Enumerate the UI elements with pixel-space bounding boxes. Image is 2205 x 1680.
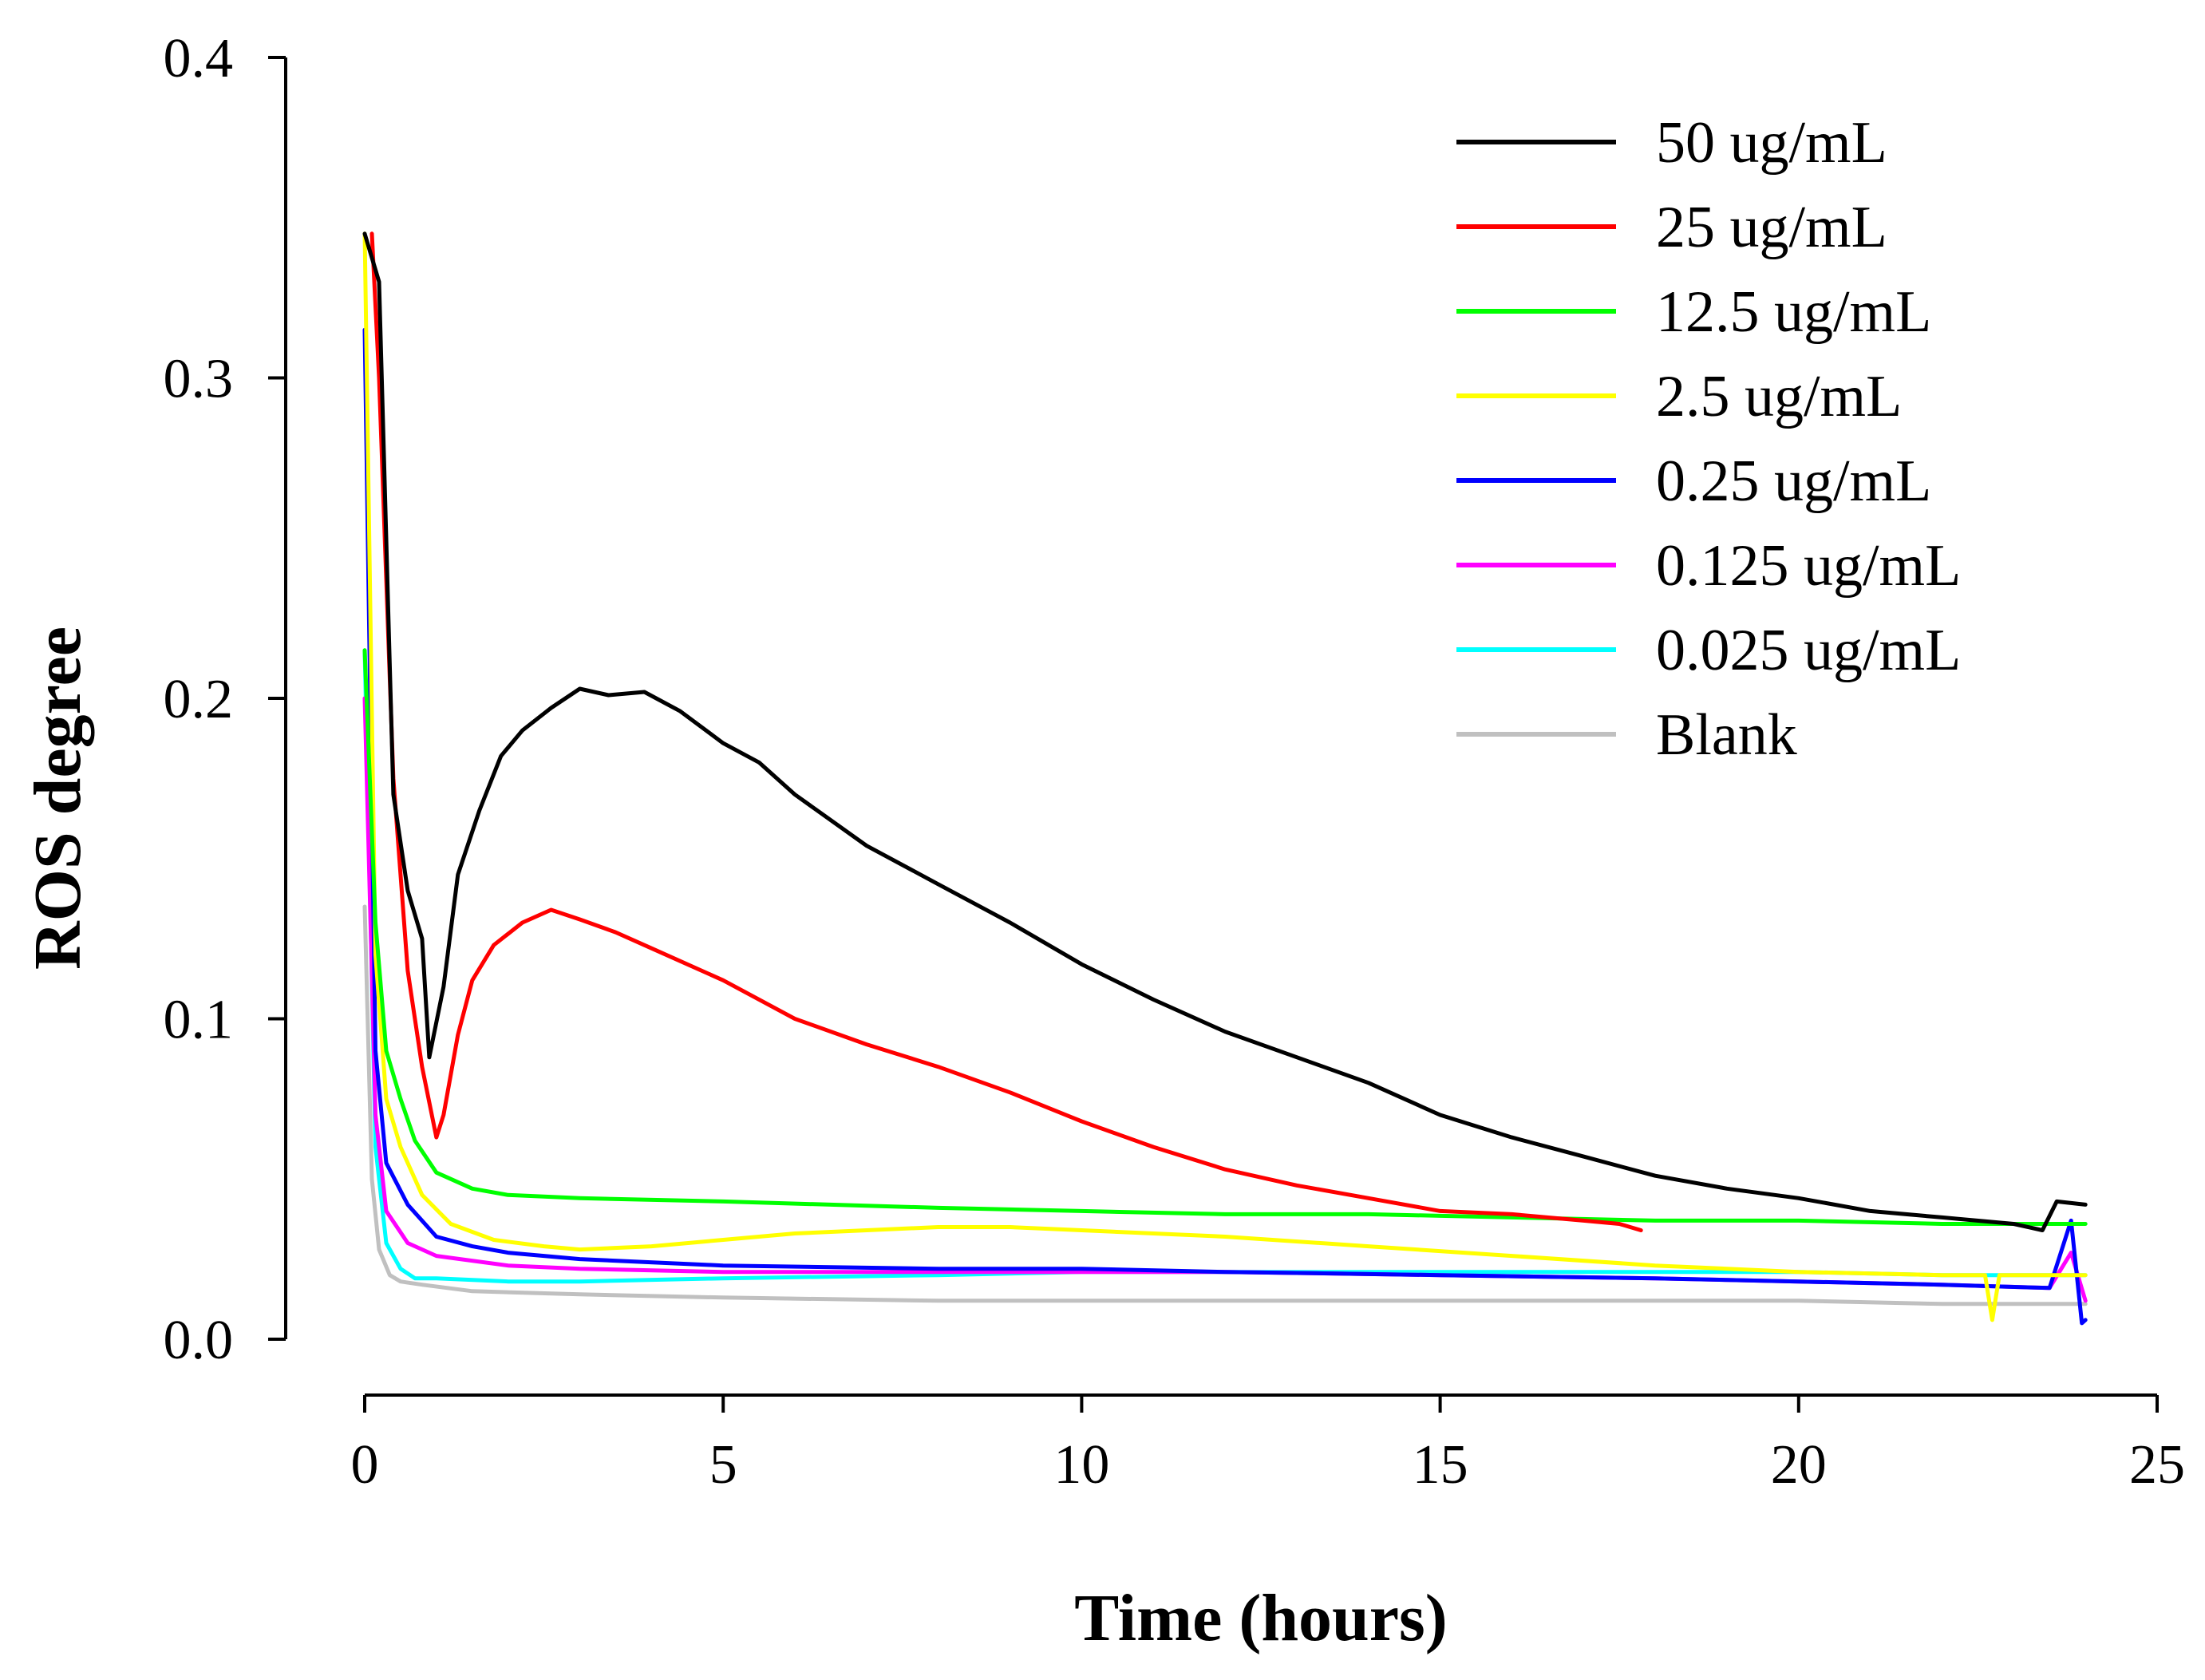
y-tick-label: 0.1 — [164, 990, 234, 1051]
legend-label-0-125-ug-ml: 0.125 ug/mL — [1656, 533, 1961, 599]
y-tick-label: 0.2 — [164, 669, 234, 730]
legend-label-2-5-ug-ml: 2.5 ug/mL — [1656, 364, 1902, 429]
legend-label-12-5-ug-ml: 12.5 ug/mL — [1656, 279, 1931, 345]
series-line-blank — [362, 904, 2088, 1306]
series-line-25-ug-ml — [369, 231, 1643, 1232]
y-axis-title: ROS degree — [21, 627, 95, 970]
y-tick-label: 0.4 — [164, 28, 234, 89]
y-tick-label: 0.0 — [164, 1310, 234, 1371]
x-tick-label: 20 — [1771, 1434, 1827, 1496]
series-line-0-125-ug-ml — [362, 696, 2088, 1303]
x-tick-label: 15 — [1413, 1434, 1468, 1496]
series-lines — [362, 231, 2088, 1326]
series-line-0-025-ug-ml — [362, 648, 2088, 1284]
legend-label-25-ug-ml: 25 ug/mL — [1656, 195, 1887, 260]
x-tick-label: 5 — [709, 1434, 737, 1496]
series-line-50-ug-ml — [362, 231, 2088, 1232]
x-ticks: 0 5 10 15 20 25 — [351, 1395, 2185, 1496]
y-tick-label: 0.3 — [164, 349, 234, 410]
series-line-12-5-ug-ml — [362, 648, 2088, 1226]
x-tick-label: 25 — [2129, 1434, 2185, 1496]
legend: 50 ug/mL 25 ug/mL 12.5 ug/mL 2.5 ug/mL 0.25 … — [1456, 110, 1961, 768]
y-ticks: 0.0 0.1 0.2 0.3 0.4 — [164, 28, 286, 1371]
x-tick-label: 10 — [1053, 1434, 1109, 1496]
x-axis-title: Time (hours) — [1074, 1581, 1447, 1655]
series-line-0-25-ug-ml — [362, 327, 2088, 1326]
x-tick-label: 0 — [351, 1434, 379, 1496]
series-line-2-5-ug-ml — [362, 231, 2088, 1322]
legend-label-0-25-ug-ml: 0.25 ug/mL — [1656, 449, 1931, 514]
legend-label-50-ug-ml: 50 ug/mL — [1656, 110, 1887, 176]
legend-label-blank: Blank — [1656, 702, 1797, 768]
legend-label-0-025-ug-ml: 0.025 ug/mL — [1656, 618, 1961, 683]
